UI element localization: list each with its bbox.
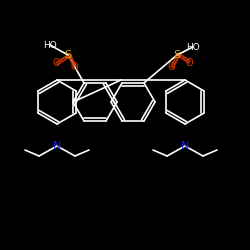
Text: O: O bbox=[185, 58, 193, 68]
Text: N: N bbox=[181, 141, 189, 151]
Text: HO: HO bbox=[43, 40, 57, 50]
Text: HO: HO bbox=[186, 42, 200, 51]
Text: O: O bbox=[52, 58, 60, 68]
Text: O: O bbox=[167, 62, 175, 72]
Text: O: O bbox=[70, 62, 78, 72]
Text: S: S bbox=[174, 50, 180, 60]
Text: N: N bbox=[53, 141, 61, 151]
Text: S: S bbox=[64, 50, 71, 60]
